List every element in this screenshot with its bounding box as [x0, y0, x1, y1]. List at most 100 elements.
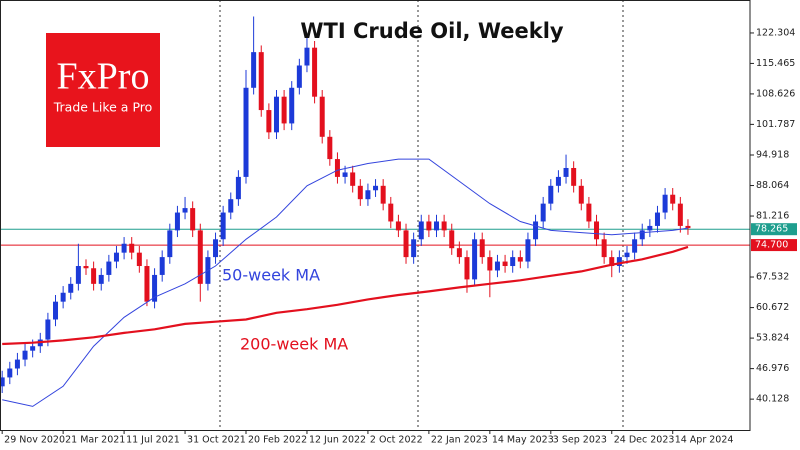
candle-body [251, 52, 257, 88]
candle-body [494, 261, 500, 271]
x-tick-label: 20 Feb 2022 [248, 435, 307, 446]
candle-body [182, 208, 188, 213]
candle-body [571, 167, 577, 186]
candle-body [555, 176, 561, 186]
logo-box [46, 33, 160, 147]
candle-body [342, 172, 348, 177]
y-tick-label: 53.824 [756, 333, 789, 344]
logo-tagline: Trade Like a Pro [53, 100, 153, 115]
candle-body [220, 212, 226, 240]
candle-body [167, 230, 173, 258]
plot-frame [0, 0, 751, 431]
candle-body [243, 87, 249, 177]
candle-body [373, 185, 379, 191]
candle-body [334, 159, 340, 177]
candle-body [121, 243, 127, 253]
candle-body [350, 172, 356, 186]
candle-body [235, 176, 241, 200]
candle-body [304, 47, 310, 66]
candle-body [502, 261, 508, 267]
candle-body [654, 212, 660, 226]
candle-body [53, 301, 59, 320]
candle-body [190, 208, 196, 231]
x-tick-label: 14 Apr 2024 [675, 435, 734, 446]
candle-body [639, 230, 645, 240]
y-tick-label: 94.918 [756, 149, 789, 160]
candle-body [662, 194, 668, 213]
candle-body [411, 239, 417, 258]
candle-body [327, 136, 333, 160]
candle-body [540, 203, 546, 222]
candle-body [449, 230, 455, 249]
candle-body [464, 257, 470, 280]
candle-body [677, 203, 683, 226]
candle-body [14, 359, 20, 369]
candle-body [586, 203, 592, 222]
candle-body [83, 266, 89, 269]
candle-body [159, 257, 165, 275]
candle-body [136, 252, 142, 267]
x-tick-label: 12 Jun 2022 [309, 435, 366, 446]
candle-body [388, 203, 394, 222]
candle-body [129, 243, 135, 253]
candle-body [479, 239, 485, 258]
x-tick-label: 2 Oct 2022 [370, 435, 423, 446]
y-tick-label: 46.976 [756, 363, 789, 374]
candle-body [548, 185, 554, 204]
chart-title: WTI Crude Oil, Weekly [300, 19, 564, 43]
y-tick-label: 40.128 [756, 394, 789, 405]
candle-body [228, 199, 234, 213]
candle-body [426, 221, 432, 231]
series-label: 50-week MA [222, 266, 320, 285]
candle-body [98, 274, 104, 284]
candle-body [609, 257, 615, 267]
candle-body [312, 47, 318, 97]
candle-body [106, 261, 112, 275]
candle-body [60, 292, 66, 302]
candle-body [510, 257, 516, 267]
price-label: 78.265 [755, 224, 788, 235]
x-tick-label: 31 Oct 2021 [187, 435, 246, 446]
candle-body [68, 283, 74, 293]
series-label: 200-week MA [240, 335, 348, 354]
candle-body [403, 230, 409, 258]
x-tick-label: 11 Jul 2021 [126, 435, 180, 446]
candle-body [213, 239, 219, 258]
x-tick-label: 22 Jan 2023 [431, 435, 488, 446]
x-tick-label: 14 May 2023 [492, 435, 554, 446]
candle-body [395, 221, 401, 231]
y-tick-label: 101.787 [756, 119, 795, 130]
y-tick-label: 67.532 [756, 272, 789, 283]
candle-body [0, 377, 5, 387]
candle-body [152, 274, 158, 302]
candle-body [441, 221, 447, 231]
candle-body [289, 87, 295, 124]
candle-body [281, 96, 287, 124]
plot-layer: 50-week MA 200-week MA [0, 16, 750, 407]
logo-brand: FxPro [57, 56, 150, 98]
candle-body [296, 65, 302, 88]
candle-body [632, 239, 638, 253]
candle-body [685, 225, 691, 229]
price-label-box [751, 223, 797, 236]
candle-body [319, 96, 325, 137]
candle-body [113, 252, 119, 262]
candle-body [75, 266, 81, 284]
x-tick-label: 29 Nov 2020 [4, 435, 65, 446]
candle-body [647, 225, 653, 231]
y-tick-label: 108.626 [756, 88, 795, 99]
candle-body [434, 221, 440, 231]
candle-body [91, 268, 97, 284]
moving-average-line [2, 245, 689, 346]
y-tick-label: 122.304 [756, 27, 795, 38]
candle-body [22, 350, 28, 360]
y-tick-label: 60.672 [756, 302, 789, 313]
candle-body [594, 221, 600, 240]
x-tick-label: 24 Dec 2023 [614, 435, 675, 446]
candle-body [144, 266, 150, 302]
candle-body [365, 190, 371, 200]
price-label: 74.700 [755, 240, 788, 251]
candle-body [7, 368, 13, 378]
candle-body [616, 257, 622, 267]
